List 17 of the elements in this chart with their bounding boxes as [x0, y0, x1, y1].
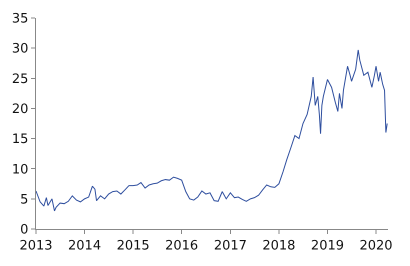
x-tick-label: 2018 — [262, 238, 296, 254]
y-tick-label: 30 — [12, 42, 28, 57]
x-tick-label: 2014 — [68, 238, 102, 254]
x-tick-label: 2016 — [165, 238, 198, 254]
x-tick-label: 2019 — [310, 238, 344, 254]
y-tick-label: 0 — [20, 222, 28, 238]
y-tick-label: 15 — [12, 132, 28, 148]
y-tick-label: 20 — [12, 102, 28, 117]
line-series — [36, 49, 388, 212]
y-tick-label: 25 — [12, 72, 28, 87]
y-tick-label: 35 — [12, 12, 28, 27]
y-tick-label: 5 — [20, 192, 28, 208]
x-tick-label: 2017 — [214, 238, 247, 254]
y-tick-label: 10 — [12, 162, 28, 178]
x-tick-label: 2013 — [19, 238, 53, 254]
x-tick-label: 2020 — [359, 238, 393, 254]
x-tick-label: 2015 — [116, 238, 150, 254]
